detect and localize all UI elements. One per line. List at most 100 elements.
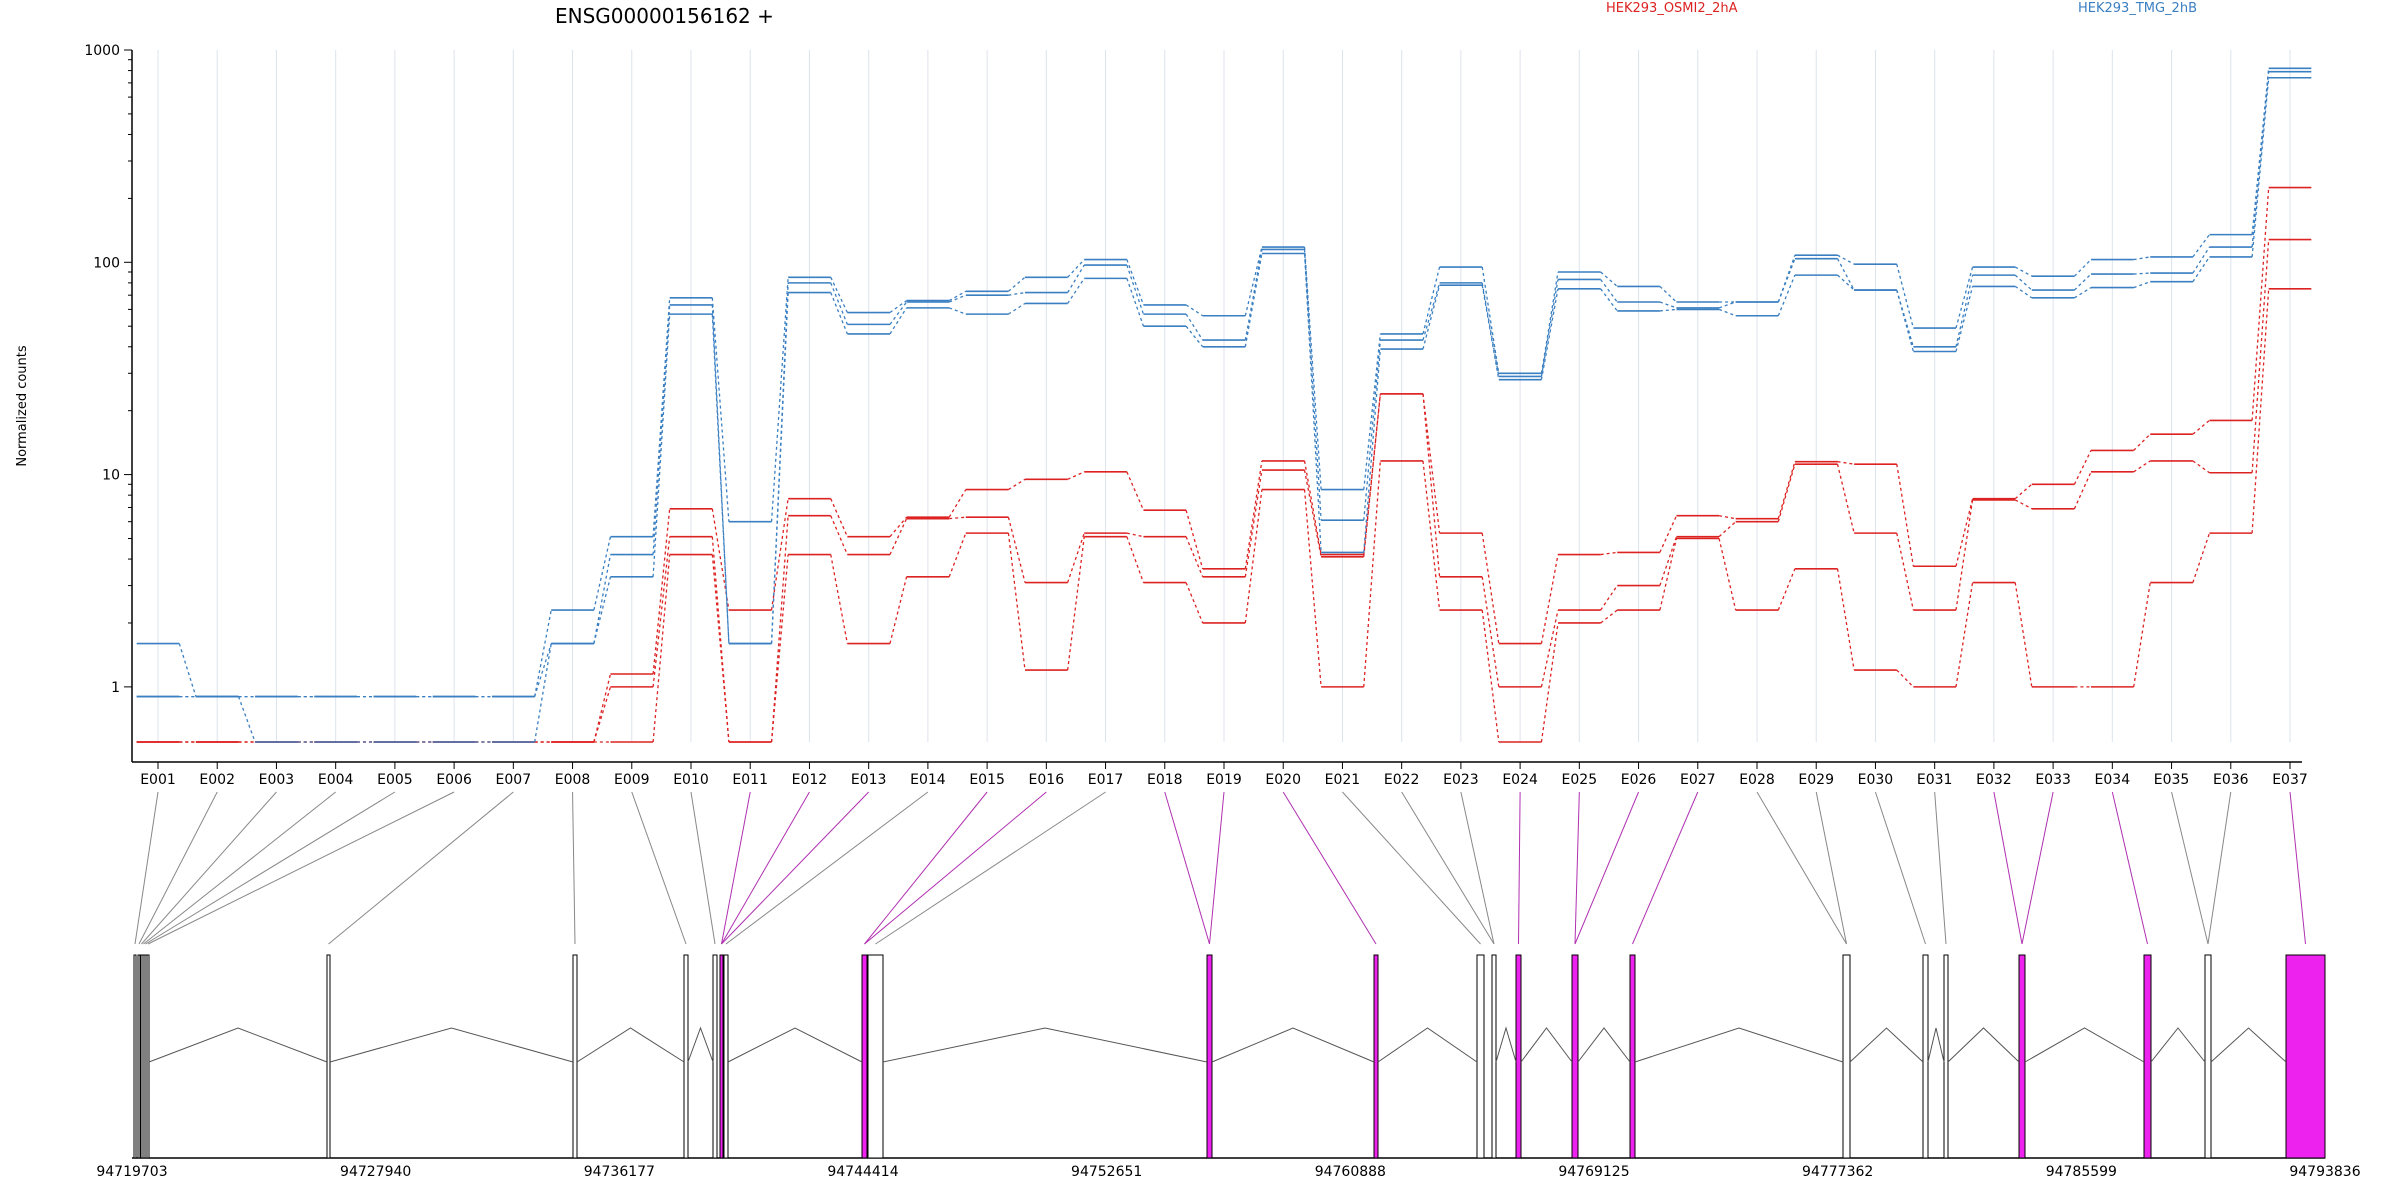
series-2-transition: [2251, 239, 2270, 473]
intron-line: [2210, 1027, 2287, 1063]
exon-box: [1373, 954, 1379, 1159]
series-4-transition: [1126, 259, 1145, 306]
connector-E001: [134, 791, 159, 945]
legend-label-osmi2: HEK293_OSMI2_2hA: [1606, 1, 1738, 16]
series-4-transition: [1837, 254, 1855, 265]
x-tick-label-E007: E007: [496, 772, 532, 788]
exon-box: [1515, 954, 1522, 1159]
connector-E013: [721, 791, 870, 945]
genome-tick-label: 94744414: [827, 1164, 898, 1180]
series-4-transition: [2192, 234, 2210, 258]
connector-E017: [875, 791, 1106, 945]
connector-E029: [1815, 791, 1847, 945]
series-1-transition: [1481, 533, 1500, 644]
x-tick-label-E024: E024: [1502, 772, 1538, 788]
series-3-transition: [1718, 538, 1737, 611]
series-3-transition: [948, 532, 967, 578]
series-5-transition: [1540, 279, 1559, 377]
series-2-transition: [1185, 536, 1204, 578]
series-3-transition: [711, 554, 730, 743]
series-5-transition: [2073, 273, 2092, 291]
series-3-transition: [652, 554, 671, 743]
series-6-transition: [1126, 278, 1145, 327]
series-3-transition: [1185, 582, 1204, 624]
series-6-transition: [2074, 287, 2092, 299]
connector-E026: [1574, 791, 1640, 945]
x-tick-label-E035: E035: [2154, 772, 2190, 788]
series-2-transition: [1896, 532, 1914, 611]
y-tick-label: 100: [93, 255, 120, 271]
series-lines: [136, 67, 2312, 743]
series-4-transition: [652, 297, 671, 537]
x-tick-label-E020: E020: [1265, 772, 1301, 788]
x-tick-label-E019: E019: [1206, 772, 1242, 788]
series-3-transition: [1896, 669, 1914, 688]
intron-line: [1377, 1027, 1478, 1063]
series-3-transition: [830, 554, 848, 644]
series-5-transition: [534, 643, 552, 697]
series-6-transition: [534, 643, 552, 743]
series-4-transition: [593, 536, 612, 611]
x-tick-label-E008: E008: [555, 772, 591, 788]
series-3: [136, 288, 2312, 743]
series-4-transition: [889, 300, 907, 314]
series-3-transition: [1244, 489, 1263, 624]
series-2-transition: [2014, 499, 2033, 510]
series-1-transition: [770, 498, 789, 611]
series-4-transition: [711, 297, 730, 522]
series-3-transition: [1777, 568, 1796, 611]
x-tick-label-E028: E028: [1739, 772, 1775, 788]
series-6-transition: [770, 292, 789, 644]
series-4-transition: [1540, 271, 1559, 374]
series-1-transition: [889, 516, 908, 538]
x-tick-label-E001: E001: [140, 772, 176, 788]
x-tick-label-E004: E004: [318, 772, 354, 788]
connector-E016: [864, 791, 1047, 945]
genome-tick-label: 94785599: [2046, 1164, 2117, 1180]
connector-E022: [1401, 791, 1495, 945]
series-5-transition: [830, 282, 848, 325]
series-2-transition: [1718, 521, 1737, 538]
series-4-transition: [178, 643, 197, 697]
intron-line: [576, 1027, 685, 1063]
series-6-transition: [2251, 77, 2270, 257]
exon-box: [1842, 954, 1851, 1159]
series-1-transition: [1540, 554, 1559, 644]
series-5-transition: [1244, 249, 1263, 341]
x-tick-label-E025: E025: [1562, 772, 1598, 788]
series-2-transition: [1067, 532, 1085, 583]
series-4-transition: [1896, 263, 1914, 329]
series-1-transition: [1422, 393, 1441, 534]
genome-tick-label: 94793836: [2289, 1164, 2360, 1180]
series-1-transition: [1659, 515, 1678, 553]
exon-box: [2018, 954, 2026, 1159]
connector-E024: [1518, 791, 1521, 945]
y-tick-label: 1000: [84, 43, 120, 59]
series-2-transition: [830, 515, 848, 555]
series-4-transition: [2251, 68, 2270, 235]
x-tick-label-E030: E030: [1858, 772, 1894, 788]
series-6-transition: [1363, 349, 1381, 553]
series-5-transition: [1481, 282, 1500, 377]
intron-line: [148, 1027, 328, 1063]
connector-E030: [1874, 791, 1926, 945]
series-6-transition: [830, 292, 848, 335]
series-3-transition: [2192, 532, 2211, 583]
series-1-transition: [2073, 450, 2092, 485]
series-4-transition: [1955, 266, 1974, 329]
series-6-transition: [1303, 253, 1322, 553]
x-tick-label-E003: E003: [259, 772, 295, 788]
series-1-transition: [1600, 551, 1618, 556]
exon-box: [683, 954, 689, 1159]
series-5-transition: [1126, 264, 1145, 315]
x-tick-label-E016: E016: [1029, 772, 1065, 788]
series-3-transition: [1126, 536, 1145, 583]
series-3-transition: [1067, 536, 1085, 671]
series-5-transition: [1659, 301, 1677, 309]
series-2-transition: [1422, 393, 1441, 577]
series-1-transition: [2014, 483, 2033, 500]
series-4-transition: [1185, 304, 1204, 317]
series-6-transition: [1185, 325, 1204, 348]
series-1-transition: [1008, 478, 1026, 491]
